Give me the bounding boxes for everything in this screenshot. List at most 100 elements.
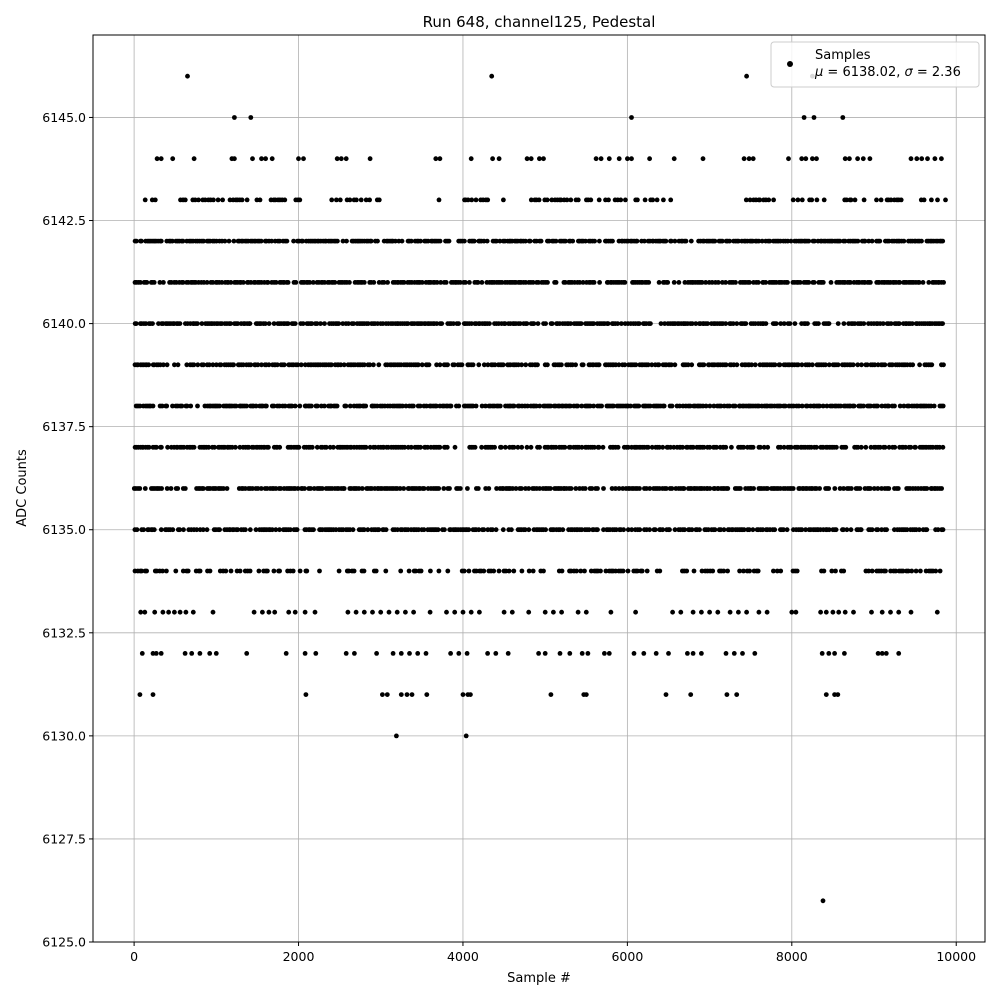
- data-point: [919, 156, 925, 162]
- data-point: [828, 280, 834, 285]
- data-point: [602, 651, 607, 656]
- y-tick-label: 6145.0: [42, 110, 86, 125]
- data-point: [937, 444, 942, 450]
- data-point: [940, 238, 946, 244]
- data-point: [473, 568, 479, 574]
- data-point: [418, 568, 424, 574]
- data-point: [204, 280, 210, 285]
- data-point: [737, 568, 742, 574]
- data-point: [799, 156, 805, 162]
- data-point: [211, 197, 216, 203]
- y-tick-label: 6130.0: [42, 728, 86, 743]
- data-point: [398, 568, 404, 574]
- data-point: [868, 403, 873, 409]
- data-point: [314, 321, 320, 326]
- data-point: [669, 362, 674, 368]
- data-point: [645, 362, 651, 368]
- data-point: [821, 568, 827, 574]
- data-point: [884, 527, 889, 533]
- data-point: [559, 362, 564, 368]
- data-point: [250, 486, 255, 491]
- data-point: [271, 403, 277, 409]
- data-point: [438, 280, 444, 285]
- data-point: [872, 362, 878, 368]
- data-point: [347, 403, 353, 409]
- data-point: [475, 486, 481, 491]
- data-point: [501, 197, 506, 203]
- data-point: [191, 156, 197, 162]
- data-point: [442, 527, 447, 533]
- data-point: [858, 527, 864, 533]
- data-point: [157, 280, 163, 285]
- data-point: [367, 197, 372, 203]
- data-point: [939, 486, 944, 491]
- data-point: [793, 609, 799, 615]
- data-point: [243, 527, 248, 533]
- data-point: [468, 156, 474, 162]
- data-point: [668, 444, 673, 450]
- data-point: [699, 568, 705, 574]
- data-point: [344, 238, 349, 244]
- data-point: [473, 197, 479, 203]
- data-point: [773, 321, 779, 326]
- data-point: [281, 362, 287, 368]
- data-point: [879, 609, 885, 615]
- x-tick-label: 2000: [283, 949, 315, 964]
- data-point: [801, 115, 807, 120]
- data-point: [634, 238, 640, 244]
- data-point: [795, 362, 801, 368]
- data-point: [681, 486, 687, 491]
- data-point: [443, 280, 449, 285]
- data-point: [519, 568, 525, 574]
- data-point: [925, 156, 930, 162]
- data-point: [897, 403, 903, 409]
- data-point: [741, 568, 746, 574]
- data-point: [231, 238, 237, 244]
- data-point: [874, 197, 879, 203]
- data-point: [271, 568, 277, 574]
- data-point: [677, 403, 682, 409]
- data-point: [153, 651, 159, 656]
- data-point: [260, 609, 265, 615]
- data-point: [662, 321, 668, 326]
- data-point: [247, 321, 253, 326]
- data-point: [346, 321, 351, 326]
- data-point: [721, 527, 727, 533]
- data-point: [417, 403, 423, 409]
- data-point: [371, 362, 376, 368]
- data-point: [875, 403, 880, 409]
- data-point: [457, 280, 463, 285]
- data-point: [712, 527, 718, 533]
- data-point: [628, 403, 633, 409]
- data-point: [428, 568, 433, 574]
- data-point: [625, 156, 630, 162]
- data-point: [778, 321, 784, 326]
- data-point: [924, 486, 930, 491]
- data-point: [250, 156, 255, 162]
- data-point: [266, 609, 272, 615]
- data-point: [596, 444, 602, 450]
- data-point: [826, 362, 832, 368]
- data-point: [146, 444, 152, 450]
- data-point: [192, 197, 198, 203]
- data-point: [492, 362, 498, 368]
- data-point: [486, 486, 492, 491]
- data-point: [620, 486, 626, 491]
- data-point: [723, 280, 728, 285]
- data-point: [810, 156, 815, 162]
- data-point: [601, 486, 606, 491]
- data-point: [341, 486, 347, 491]
- data-point: [358, 197, 364, 203]
- data-point: [433, 156, 439, 162]
- data-point: [880, 321, 886, 326]
- data-point: [168, 486, 174, 491]
- data-point: [718, 527, 724, 533]
- data-point: [888, 197, 894, 203]
- data-point: [246, 444, 252, 450]
- data-point: [293, 280, 299, 285]
- data-point: [781, 527, 786, 533]
- data-point: [385, 280, 390, 285]
- data-point: [221, 486, 226, 491]
- data-point: [615, 444, 621, 450]
